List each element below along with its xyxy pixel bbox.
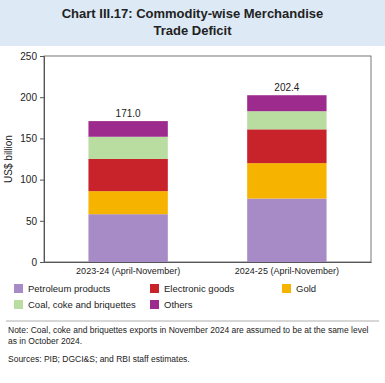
bar-segment (247, 163, 326, 198)
source: Sources: PIB; DGCI&S; and RBI staff esti… (8, 354, 190, 364)
y-tick-mark (40, 138, 44, 139)
y-tick: 250 (20, 51, 44, 62)
x-tick: 2024-25 (April-November) (235, 262, 339, 276)
y-axis: 0 50 100 150 200 250 (20, 51, 44, 268)
text-line: Trade Deficit (153, 23, 232, 38)
y-tick: 0 (31, 257, 44, 268)
y-tick-label: 200 (20, 92, 37, 103)
separator (6, 321, 379, 322)
x-tick: 2023-24 (April-November) (76, 262, 180, 276)
legend-swatch (150, 300, 159, 309)
y-tick-mark (40, 97, 44, 98)
y-tick-label: 100 (20, 174, 37, 185)
title-background (0, 0, 385, 46)
y-tick-label: 50 (26, 216, 38, 227)
x-tick-label: 2023-24 (April-November) (76, 266, 180, 276)
title: Chart III.17: Commodity-wise Merchandise… (62, 6, 324, 38)
bar-segment (88, 159, 167, 191)
y-tick-label: 250 (20, 51, 37, 62)
legend-swatch (282, 284, 291, 293)
x-axis: 2023-24 (April-November) 2024-25 (April-N… (45, 262, 372, 276)
bar-segment (247, 111, 326, 129)
bar-segment (88, 137, 167, 159)
y-tick: 50 (26, 216, 44, 227)
y-axis-title: US$ billion (3, 135, 14, 183)
bar-segment (88, 214, 167, 262)
bars (88, 95, 326, 262)
y-tick: 200 (20, 92, 44, 103)
legend-label: Electronic goods (164, 283, 234, 294)
text-line: Chart III.17: Commodity-wise Merchandise (62, 6, 324, 21)
note: Note: Coal, coke and briquettes exports … (8, 325, 369, 346)
bar-segment (88, 191, 167, 214)
series (88, 95, 326, 137)
series (88, 129, 326, 191)
y-axis-line (40, 57, 45, 263)
legend: Petroleum productsPetroleum productsElec… (14, 283, 316, 310)
legend-label: Petroleum products (28, 283, 111, 294)
legend-label: Coal, coke and briquettes (28, 299, 136, 310)
bar-segment (247, 199, 326, 262)
legend-swatch (14, 284, 23, 293)
y-tick-mark (40, 262, 44, 263)
x-axis-line (45, 262, 372, 263)
bar-segment (247, 129, 326, 163)
y-tick-label: 0 (31, 257, 37, 268)
x-tick-label: 2024-25 (April-November) (235, 266, 339, 276)
total-label: 202.4 (274, 82, 299, 93)
y-tick-mark (40, 56, 44, 57)
text-line: Note: Coal, coke and briquettes exports … (8, 325, 369, 335)
bar-segment (88, 121, 167, 137)
y-tick-label: 150 (20, 133, 37, 144)
legend-label: Gold (296, 283, 316, 294)
total-label: 171.0 (116, 108, 141, 119)
plot-frame (44, 56, 371, 262)
y-tick: 100 (20, 174, 44, 185)
y-tick-mark (40, 180, 44, 181)
chart: Chart III.17: Commodity-wise Merchandise… (0, 0, 385, 383)
legend-label: Others (164, 299, 193, 310)
text-line: as in October 2024. (8, 336, 82, 346)
y-tick-mark (40, 221, 44, 222)
bar-segment (247, 95, 326, 111)
legend-swatch (150, 284, 159, 293)
y-tick: 150 (20, 133, 44, 144)
legend-swatch (14, 300, 23, 309)
